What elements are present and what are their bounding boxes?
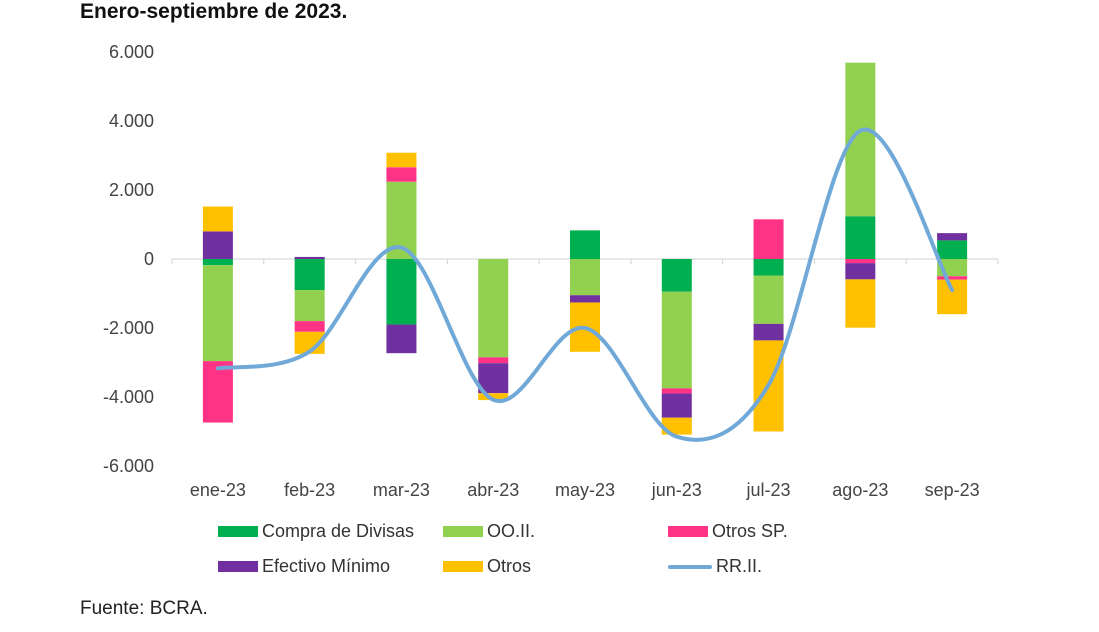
bar-segment [570, 295, 600, 303]
x-tick-label: jun-23 [651, 480, 702, 500]
x-tick-label: sep-23 [925, 480, 980, 500]
bar-segment [661, 291, 692, 389]
bar-segment [478, 259, 509, 358]
bar-segment [937, 233, 968, 241]
legend-item-compra-divisas: Compra de Divisas [218, 521, 414, 542]
bar-segment [294, 256, 325, 259]
legend-swatch [443, 561, 483, 572]
y-tick-label: 0 [144, 249, 154, 269]
x-tick-label: abr-23 [467, 480, 519, 500]
bar-segment [753, 219, 784, 259]
legend-item-oo-ii: OO.II. [443, 521, 535, 542]
bar-segment [937, 279, 968, 315]
x-tick-label: jul-23 [746, 480, 791, 500]
legend-line [668, 564, 712, 569]
legend-label: RR.II. [716, 556, 763, 576]
x-tick-label: ago-23 [832, 480, 888, 500]
bar-segment [202, 231, 233, 259]
y-tick-label: 6.000 [109, 42, 154, 62]
bar-segment [845, 216, 876, 259]
y-tick-label: 2.000 [109, 180, 154, 200]
x-tick-label: ene-23 [190, 480, 246, 500]
bar-segment [845, 263, 876, 280]
legend-label: Otros SP. [712, 521, 788, 541]
bar-segment [386, 152, 417, 168]
bar-segment [570, 230, 600, 259]
y-tick-label: 4.000 [109, 111, 154, 131]
y-tick-label: -4.000 [103, 387, 154, 407]
x-tick-label: feb-23 [284, 480, 335, 500]
bar-segment [386, 167, 417, 182]
legend-item-otros: Otros [443, 556, 531, 577]
legend-swatch [218, 561, 258, 572]
bar-segment [202, 259, 233, 266]
bar-segment [478, 357, 509, 364]
bar-segment [937, 276, 968, 280]
legend-swatch [668, 526, 708, 537]
bar-segment [202, 361, 233, 423]
axis-labels: 6.000 4.000 2.000 0 -2.000 -4.000 -6.000 ene-23… [103, 42, 980, 500]
legend-label: OO.II. [487, 521, 536, 541]
legend-label: Efectivo Mínimo [262, 556, 391, 576]
bar-segment [294, 321, 325, 332]
bar-segment [845, 259, 876, 264]
legend-item-efectivo-minimo: Efectivo Mínimo [218, 556, 390, 577]
legend-item-rr-ii: RR.II. [668, 556, 762, 577]
bar-segment [386, 324, 417, 354]
bar-segment [294, 259, 325, 291]
chart-canvas: 6.000 4.000 2.000 0 -2.000 -4.000 -6.000 ene-23… [103, 42, 999, 500]
bar-segment [202, 265, 233, 362]
bar-segment [753, 323, 784, 341]
bar-segment [478, 393, 509, 401]
bar-segment [570, 259, 600, 296]
y-tick-label: -2.000 [103, 318, 154, 338]
rr-ii-line-path [215, 127, 955, 442]
legend-swatch [218, 526, 258, 537]
bar-segment [845, 279, 876, 328]
bar-segment [753, 275, 784, 324]
chart-title: Enero-septiembre de 2023. [80, 0, 348, 23]
bar-segment [661, 388, 692, 394]
bar-segment [202, 206, 233, 232]
bar-segment [753, 259, 784, 276]
x-tick-label: may-23 [555, 480, 615, 500]
x-tick-label: mar-23 [373, 480, 430, 500]
bar-segment [478, 363, 509, 394]
bar-segment [386, 259, 417, 325]
bar-segment [661, 259, 692, 292]
bar-segment [661, 393, 692, 418]
y-tick-label: -6.000 [103, 456, 154, 476]
rr-ii-line [215, 127, 955, 442]
bars [202, 62, 968, 435]
legend-label: Otros [487, 556, 532, 576]
legend-swatch [443, 526, 483, 537]
bar-segment [294, 331, 325, 354]
source-note: Fuente: BCRA. [80, 598, 208, 619]
legend-label: Compra de Divisas [262, 521, 415, 541]
legend-item-otros-sp: Otros SP. [668, 521, 788, 542]
bar-segment [937, 240, 968, 259]
bar-segment [294, 290, 325, 322]
